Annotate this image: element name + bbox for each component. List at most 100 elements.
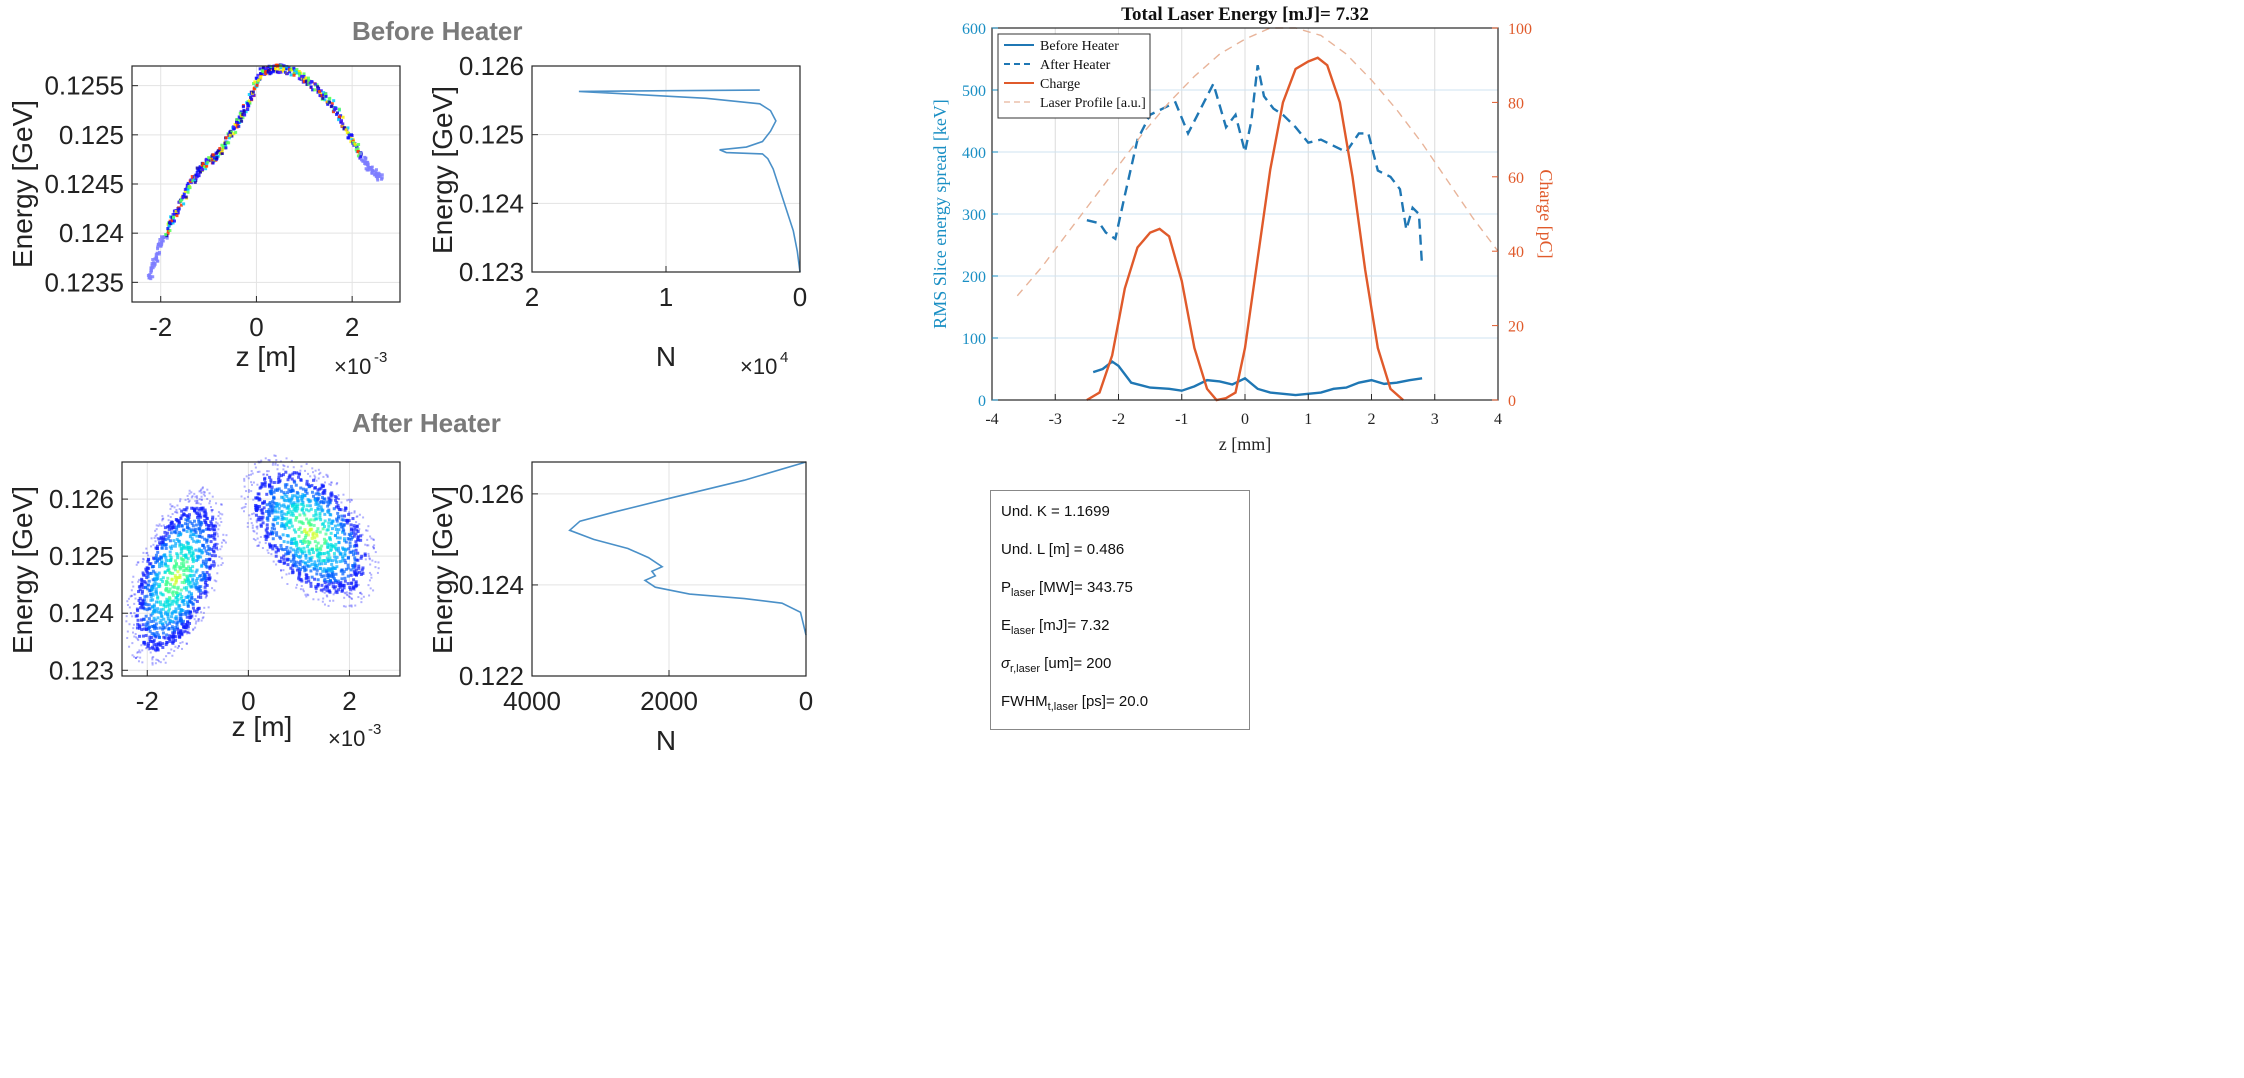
scatter-halo <box>318 473 321 476</box>
scatter-cell <box>377 174 381 178</box>
scatter-halo <box>151 663 154 666</box>
scatter-cell <box>297 576 301 580</box>
scatter-cell <box>308 523 312 527</box>
scatter-cell <box>156 596 160 600</box>
scatter-cell <box>320 583 324 587</box>
scatter-cell <box>164 546 168 550</box>
scatter-cell <box>174 518 178 522</box>
scatter-cell <box>354 540 358 544</box>
scatter-cell <box>194 173 198 177</box>
scatter-cell <box>285 483 289 487</box>
scatter-cell <box>354 584 358 588</box>
scatter-cell <box>303 493 307 497</box>
scatter-halo <box>369 587 372 590</box>
scatter-cell <box>295 509 299 513</box>
scatter-halo <box>336 481 339 484</box>
scatter-halo <box>131 615 134 618</box>
scatter-cell <box>171 626 175 630</box>
scatter-cell <box>168 639 172 643</box>
scatter-cell <box>337 506 341 510</box>
scatter-cell <box>169 571 173 575</box>
scatter-cell <box>260 69 264 73</box>
scatter-cell <box>288 70 292 74</box>
scatter-cell <box>152 632 156 636</box>
scatter-cell <box>211 517 215 521</box>
scatter-cell <box>338 115 342 119</box>
scatter-halo <box>215 531 218 534</box>
scatter-cell <box>179 532 183 536</box>
scatter-cell <box>334 107 338 111</box>
scatter-halo <box>259 535 262 538</box>
scatter-cell <box>295 544 299 548</box>
scatter-cell <box>203 575 207 579</box>
scatter-cell <box>339 119 343 123</box>
scatter-cell <box>250 94 254 98</box>
scatter-cell <box>308 504 312 508</box>
scatter-cell <box>322 497 326 501</box>
scatter-cell <box>272 501 276 505</box>
scatter-cell <box>176 570 180 574</box>
scatter-cell <box>258 67 262 71</box>
scatter-halo <box>344 605 347 608</box>
scatter-cell <box>329 548 333 552</box>
scatter-cell <box>259 76 263 80</box>
scatter-cell <box>230 130 234 134</box>
scatter-cell <box>252 87 256 91</box>
y-right-tick-label: 40 <box>1508 244 1524 261</box>
scatter-cell <box>352 524 356 528</box>
scatter-cell <box>275 502 279 506</box>
scatter-cell <box>340 577 344 581</box>
scatter-cell <box>181 619 185 623</box>
scatter-halo <box>125 620 128 623</box>
scatter-halo <box>323 591 326 594</box>
scatter-halo <box>130 594 133 597</box>
scatter-cell <box>189 554 193 558</box>
scatter-cell <box>176 556 180 560</box>
scatter-cell <box>205 164 209 168</box>
scatter-cell <box>348 585 352 589</box>
scatter-cell <box>256 73 260 77</box>
before-heater-title: Before Heater <box>352 16 523 46</box>
scatter-halo <box>220 563 223 566</box>
scatter-cell <box>340 584 344 588</box>
scatter-cell <box>146 587 150 591</box>
scatter-cell <box>293 537 297 541</box>
scatter-cell <box>185 586 189 590</box>
scatter-cell <box>173 544 177 548</box>
scatter-cell <box>289 510 293 514</box>
scatter-cell <box>134 614 138 618</box>
scatter-cell <box>178 604 182 608</box>
scatter-cell <box>349 140 353 144</box>
scatter-cell <box>186 604 190 608</box>
scatter-halo <box>315 590 318 593</box>
scatter-cell <box>305 491 309 495</box>
scatter-halo <box>249 473 252 476</box>
scatter-cell <box>188 520 192 524</box>
scatter-halo <box>251 526 254 529</box>
scatter-cell <box>343 506 347 510</box>
scatter-halo <box>149 651 152 654</box>
scatter-cell <box>307 540 311 544</box>
scatter-cell <box>329 579 333 583</box>
scatter-cell <box>358 156 362 160</box>
scatter-cell <box>323 577 327 581</box>
scatter-cell <box>286 540 290 544</box>
scatter-halo <box>134 593 137 596</box>
scatter-cell <box>203 510 207 514</box>
scatter-halo <box>353 511 356 514</box>
scatter-halo <box>126 600 129 603</box>
scatter-halo <box>359 591 362 594</box>
axes-after_hist <box>531 461 807 677</box>
scatter-cell <box>257 515 261 519</box>
scatter-cell <box>179 616 183 620</box>
scatter-cell <box>207 535 211 539</box>
scatter-cell <box>166 576 170 580</box>
scatter-cell <box>247 93 251 97</box>
laser-energy-plot: Total Laser Energy [mJ]= 7.32-4 -3 -2 -1 0 1 2… <box>930 4 1556 454</box>
scatter-cell <box>354 572 358 576</box>
scatter-cell <box>155 609 159 613</box>
scatter-halo <box>248 514 251 517</box>
scatter-cell <box>188 569 192 573</box>
scatter-cell <box>315 568 319 572</box>
scatter-cell <box>335 555 339 559</box>
